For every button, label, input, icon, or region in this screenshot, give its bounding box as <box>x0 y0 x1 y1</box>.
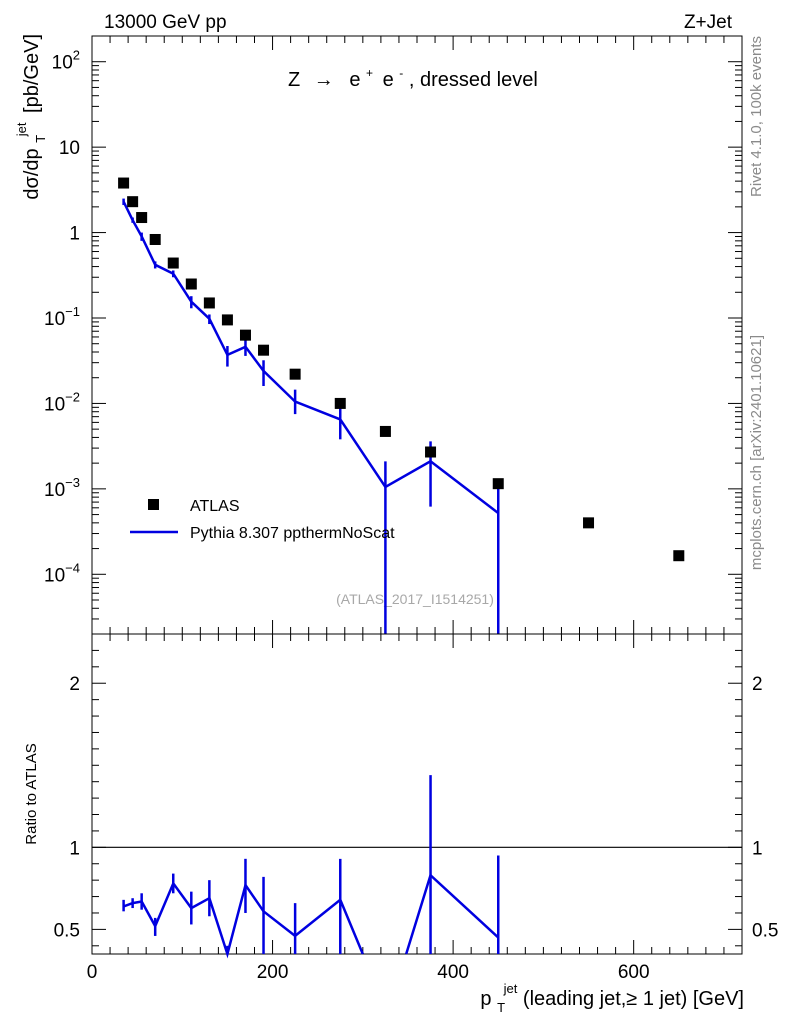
ratio-y-tick-label: 0.5 <box>54 920 80 941</box>
main-y-tick-label: 10−2 <box>44 389 80 415</box>
main-y-tick-base: 10 <box>59 138 80 159</box>
main-y-axis-label: dσ/dp T jet [pb/GeV] <box>9 34 50 200</box>
atlas-data-point <box>583 517 595 529</box>
analysis-source-tag: (ATLAS_2017_I1514251) <box>336 591 494 607</box>
atlas-data-point <box>258 344 270 356</box>
ylabel-sup: jet <box>14 122 29 137</box>
ratio-series-line <box>123 880 364 959</box>
main-y-tick-exponent: −2 <box>65 389 80 404</box>
title-z: Z <box>288 69 300 91</box>
legend-pythia-label: Pythia 8.307 ppthermNoScat <box>190 525 395 542</box>
main-y-tick-base: 10 <box>44 565 65 586</box>
title-electron: e <box>349 69 360 91</box>
atlas-data-point <box>425 446 437 458</box>
side-label-top: Rivet 4.1.0, 100k events <box>748 36 765 197</box>
main-y-tick-exponent: −1 <box>65 304 80 319</box>
atlas-data-point <box>118 177 130 189</box>
main-y-tick-label: 10−4 <box>44 560 80 586</box>
main-y-tick-label: 10−1 <box>44 304 80 330</box>
title-positron: e <box>383 69 394 91</box>
atlas-data-point <box>379 425 391 437</box>
main-y-tick-exponent: 2 <box>73 48 80 63</box>
ratio-x-tick-label: 0 <box>87 962 98 983</box>
main-y-tick-base: 1 <box>69 224 80 245</box>
ratio-y-axis-label: Ratio to ATLAS <box>23 743 40 844</box>
ratio-plot-data <box>92 775 742 959</box>
ylabel-unit: [pb/GeV] <box>21 34 43 113</box>
atlas-data-point <box>221 314 233 326</box>
main-y-tick-label: 10−3 <box>44 475 80 501</box>
ylabel-main: dσ/dp <box>21 148 43 199</box>
atlas-data-point <box>136 212 148 224</box>
xlabel-p: p <box>480 988 491 1010</box>
main-y-tick-base: 10 <box>44 480 65 501</box>
plot-title: Z → e + e - , dressed level <box>288 60 538 91</box>
atlas-data-point <box>289 368 301 380</box>
main-y-tick-label: 1 <box>69 224 80 245</box>
ratio-plot-panel: 0.5 0.5 1 1 2 2 0 200 400 600 Ratio to ATLAS p T… <box>23 633 778 1017</box>
ratio-y-axis: 0.5 0.5 1 1 2 2 <box>54 633 778 947</box>
side-label-bottom: mcplots.cern.ch [arXiv:2401.10621] <box>748 335 765 570</box>
main-y-tick-exponent: −3 <box>65 475 80 490</box>
legend-atlas-label: ATLAS <box>190 498 240 515</box>
xlabel-sup: jet <box>503 981 518 996</box>
ratio-y-tick-label-right: 2 <box>752 674 763 695</box>
legend: ATLAS Pythia 8.307 ppthermNoScat <box>130 498 395 542</box>
ratio-y-tick-label: 2 <box>69 674 80 695</box>
atlas-data-point <box>203 297 215 309</box>
ratio-x-axis: 0 200 400 600 <box>87 634 743 983</box>
main-y-tick-label: 10 <box>59 138 80 159</box>
atlas-data-point <box>492 478 504 490</box>
main-y-tick-label: 102 <box>52 48 80 74</box>
ylabel-sub: T <box>33 135 48 143</box>
ratio-x-tick-label: 200 <box>257 962 289 983</box>
ratio-x-tick-label: 400 <box>437 962 469 983</box>
atlas-data-point <box>239 329 251 341</box>
atlas-data-point <box>167 257 179 269</box>
title-minus: - <box>399 66 403 80</box>
ratio-y-tick-label: 1 <box>69 838 80 859</box>
header-left-label: 13000 GeV pp <box>104 12 227 33</box>
header-right-label: Z+Jet <box>684 12 733 33</box>
atlas-data-point <box>334 397 346 409</box>
xlabel-rest: (leading jet,≥ 1 jet) [GeV] <box>523 988 744 1010</box>
xlabel-sub: T <box>497 1000 505 1015</box>
main-y-tick-exponent: −4 <box>65 560 80 575</box>
main-y-tick-base: 10 <box>44 309 65 330</box>
main-x-axis-ticks <box>91 36 743 634</box>
atlas-data-point <box>673 550 685 562</box>
title-plus: + <box>366 66 373 80</box>
ratio-series-line <box>405 872 500 955</box>
ratio-x-tick-label: 600 <box>618 962 650 983</box>
title-rest: , dressed level <box>409 69 538 91</box>
main-y-tick-base: 10 <box>52 53 73 74</box>
ratio-y-tick-label-right: 1 <box>752 838 763 859</box>
ratio-y-tick-label-right: 0.5 <box>752 920 778 941</box>
atlas-data-point <box>127 196 139 208</box>
legend-atlas-marker <box>148 499 159 510</box>
main-plot-data <box>118 177 685 634</box>
main-y-tick-base: 10 <box>44 394 65 415</box>
atlas-data-point <box>149 233 161 245</box>
atlas-data-point <box>185 278 197 290</box>
x-axis-label: p T jet (leading jet,≥ 1 jet) [GeV] <box>480 976 744 1017</box>
pythia-series-line <box>122 201 500 515</box>
title-arrow: → <box>314 69 334 91</box>
